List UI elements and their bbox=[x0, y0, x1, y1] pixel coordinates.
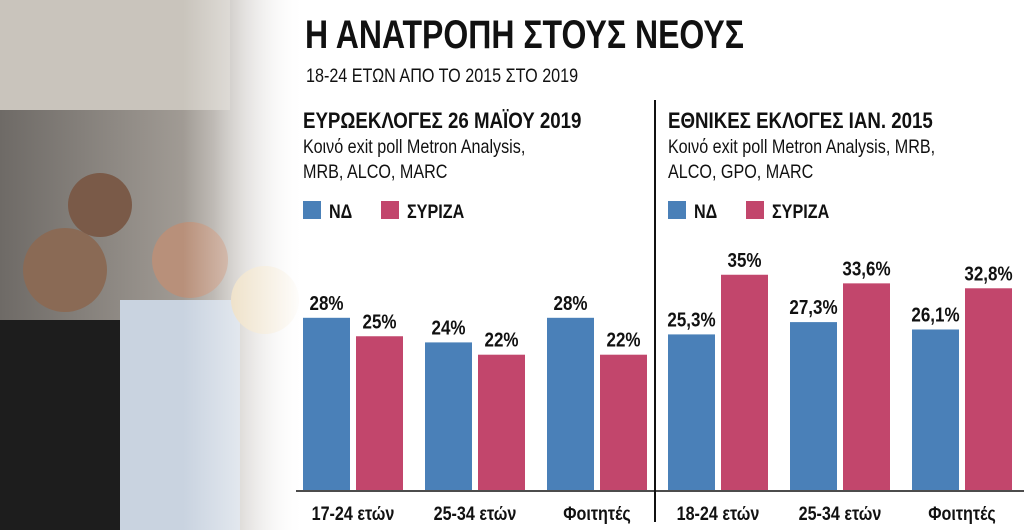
x-tick-label: 25-34 ετών bbox=[799, 503, 882, 525]
bar bbox=[547, 317, 594, 490]
value-label: 32,8% bbox=[964, 262, 1012, 285]
bar bbox=[303, 317, 350, 490]
value-label: 35% bbox=[727, 248, 761, 271]
legend-label: ΣΥΡΙΖΑ bbox=[772, 201, 829, 223]
page-title: Η ΑΝΑΤΡΟΠΗ ΣΤΟΥΣ ΝΕΟΥΣ bbox=[305, 12, 744, 57]
bar bbox=[668, 334, 715, 490]
bar bbox=[356, 336, 403, 490]
x-tick-label: 18-24 ετών bbox=[677, 503, 760, 525]
legend-swatch bbox=[746, 201, 764, 219]
value-label: 33,6% bbox=[842, 257, 890, 280]
value-label: 28% bbox=[553, 291, 587, 314]
legend-label: ΝΔ bbox=[694, 201, 717, 223]
bar bbox=[790, 322, 837, 490]
x-tick-label: Φοιτητές bbox=[928, 503, 996, 525]
chart-title: ΕΘΝΙΚΕΣ ΕΚΛΟΓΕΣ ΙΑΝ. 2015 bbox=[668, 110, 933, 134]
photo bbox=[0, 0, 305, 530]
bar bbox=[600, 354, 647, 490]
bar bbox=[425, 342, 472, 490]
bar bbox=[478, 354, 525, 490]
x-tick-label: 25-34 ετών bbox=[434, 503, 517, 525]
chart-subtitle: Κοινό exit poll Metron Analysis, bbox=[303, 136, 525, 158]
page-subtitle: 18-24 ΕΤΩΝ ΑΠΟ ΤΟ 2015 ΣΤΟ 2019 bbox=[306, 65, 578, 87]
legend-swatch bbox=[668, 201, 686, 219]
value-label: 22% bbox=[484, 328, 518, 351]
x-tick-label: Φοιτητές bbox=[563, 503, 631, 525]
chart-subtitle: ALCO, GPO, MARC bbox=[668, 161, 814, 183]
chart-title: ΕΥΡΩΕΚΛΟΓΕΣ 26 ΜΑΪΟΥ 2019 bbox=[303, 109, 581, 134]
chart-subtitle: Κοινό exit poll Metron Analysis, MRB, bbox=[668, 136, 935, 158]
bar bbox=[912, 329, 959, 490]
value-label: 25,3% bbox=[667, 308, 715, 331]
value-label: 26,1% bbox=[911, 303, 959, 326]
bar bbox=[843, 283, 890, 490]
value-label: 27,3% bbox=[789, 296, 837, 319]
legend-swatch bbox=[381, 201, 399, 219]
bar bbox=[721, 274, 768, 490]
legend-swatch bbox=[303, 201, 321, 219]
x-tick-label: 17-24 ετών bbox=[312, 503, 395, 525]
value-label: 28% bbox=[309, 291, 343, 314]
legend-label: ΝΔ bbox=[329, 201, 352, 223]
value-label: 25% bbox=[362, 310, 396, 333]
chart-subtitle: MRB, ALCO, MARC bbox=[303, 161, 448, 183]
bar bbox=[965, 288, 1012, 490]
value-label: 24% bbox=[431, 316, 465, 339]
legend-label: ΣΥΡΙΖΑ bbox=[407, 201, 464, 223]
value-label: 22% bbox=[606, 328, 640, 351]
